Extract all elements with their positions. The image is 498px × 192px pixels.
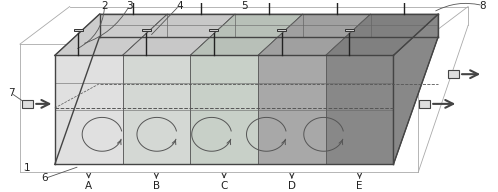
Bar: [142, 29, 151, 31]
Polygon shape: [258, 14, 371, 55]
Text: B: B: [153, 181, 160, 191]
Text: 1: 1: [24, 163, 31, 173]
Text: 6: 6: [41, 174, 48, 184]
Polygon shape: [123, 14, 235, 55]
Text: 7: 7: [7, 88, 14, 98]
Bar: [277, 29, 286, 31]
Bar: [210, 29, 219, 31]
Bar: [419, 100, 430, 108]
Polygon shape: [326, 14, 438, 55]
Text: E: E: [356, 181, 363, 191]
Polygon shape: [393, 14, 438, 164]
Polygon shape: [55, 14, 167, 55]
Text: C: C: [221, 181, 228, 191]
Text: 3: 3: [126, 1, 133, 11]
Text: 8: 8: [480, 1, 487, 11]
Polygon shape: [55, 55, 123, 164]
Polygon shape: [123, 55, 190, 164]
Text: 4: 4: [176, 1, 183, 11]
Bar: [345, 29, 354, 31]
Bar: [448, 70, 459, 78]
Bar: [74, 29, 83, 31]
Bar: [22, 100, 33, 108]
Polygon shape: [258, 55, 326, 164]
Polygon shape: [190, 55, 258, 164]
Polygon shape: [190, 14, 303, 55]
Polygon shape: [326, 55, 393, 164]
Text: D: D: [288, 181, 296, 191]
Text: 5: 5: [241, 1, 248, 11]
Text: 2: 2: [101, 1, 108, 11]
Text: A: A: [85, 181, 92, 191]
